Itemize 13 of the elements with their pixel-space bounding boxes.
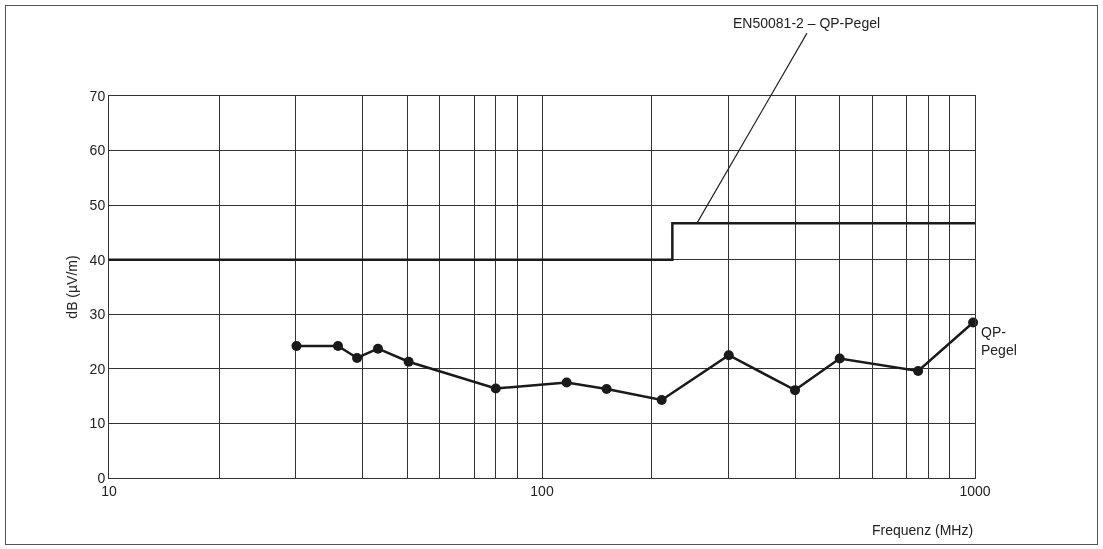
y-tick-label: 10 — [89, 415, 106, 432]
y-tick-label: 40 — [89, 251, 106, 268]
y-tick-label: 60 — [89, 142, 106, 159]
y-tick-label: 30 — [89, 306, 106, 323]
y-tick-label: 50 — [89, 197, 106, 214]
annotation: EN50081-2 – QP-Pegel — [733, 15, 881, 31]
x-tick-label: 1000 — [959, 482, 991, 499]
y-tick-label: 20 — [89, 360, 106, 377]
series-label: QP-Pegel — [981, 324, 1017, 359]
x-tick-label: 100 — [530, 482, 554, 499]
x-axis-title: Frequenz (MHz) — [872, 522, 974, 538]
y-tick-label: 70 — [89, 87, 106, 104]
y-axis-title: dB (µV/m) — [64, 255, 81, 319]
